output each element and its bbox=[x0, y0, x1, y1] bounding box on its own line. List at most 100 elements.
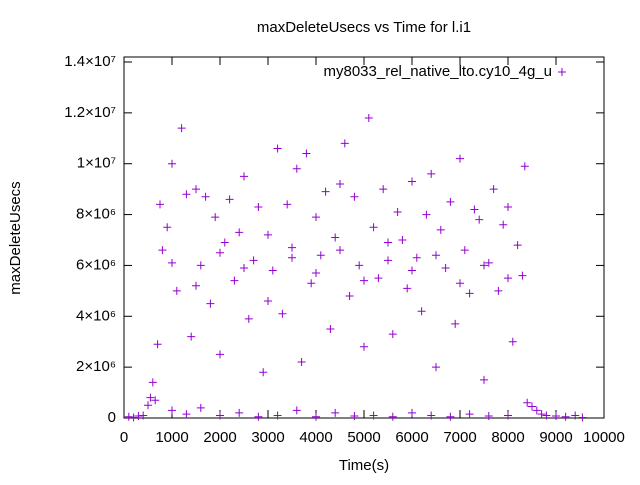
point bbox=[561, 412, 570, 421]
point bbox=[350, 411, 359, 420]
x-tick-label: 5000 bbox=[347, 429, 380, 446]
point bbox=[259, 368, 268, 377]
point bbox=[475, 215, 484, 224]
point bbox=[456, 154, 464, 163]
point bbox=[211, 213, 220, 222]
point bbox=[355, 261, 364, 270]
point bbox=[216, 350, 224, 359]
point bbox=[427, 169, 436, 178]
point bbox=[432, 363, 440, 372]
point bbox=[384, 256, 392, 265]
point bbox=[230, 276, 239, 285]
point bbox=[470, 205, 479, 214]
point bbox=[129, 413, 138, 422]
x-tick-label: 2000 bbox=[203, 429, 236, 446]
point bbox=[460, 246, 469, 255]
point bbox=[542, 411, 551, 420]
point bbox=[508, 337, 517, 346]
y-tick-label: 1×10⁷ bbox=[77, 155, 116, 172]
point bbox=[292, 406, 301, 415]
point bbox=[148, 378, 157, 387]
point bbox=[537, 410, 546, 419]
point bbox=[388, 412, 397, 421]
point bbox=[216, 248, 224, 257]
point bbox=[312, 412, 320, 421]
point bbox=[480, 375, 488, 384]
point bbox=[302, 149, 311, 158]
point bbox=[360, 276, 368, 285]
point bbox=[187, 332, 196, 341]
point bbox=[408, 266, 416, 275]
point bbox=[465, 410, 474, 419]
y-tick-label: 2×10⁶ bbox=[76, 358, 116, 375]
point bbox=[235, 228, 244, 237]
point bbox=[408, 177, 416, 186]
point bbox=[523, 398, 532, 407]
point bbox=[168, 258, 176, 267]
point bbox=[249, 256, 258, 265]
point bbox=[292, 164, 301, 173]
point bbox=[499, 220, 508, 229]
point bbox=[307, 279, 316, 288]
point bbox=[417, 307, 426, 316]
point bbox=[139, 411, 148, 420]
point bbox=[288, 243, 296, 252]
x-tick-label: 8000 bbox=[491, 429, 524, 446]
point bbox=[412, 253, 421, 262]
point bbox=[144, 401, 152, 410]
point bbox=[151, 396, 160, 405]
point bbox=[146, 393, 155, 402]
point bbox=[312, 269, 320, 278]
point bbox=[403, 284, 412, 293]
point bbox=[283, 200, 292, 209]
point bbox=[408, 408, 416, 417]
point bbox=[331, 408, 340, 417]
point bbox=[578, 413, 587, 422]
point bbox=[484, 411, 493, 420]
point bbox=[436, 225, 445, 234]
point bbox=[494, 286, 503, 295]
point bbox=[336, 246, 344, 255]
point bbox=[177, 124, 186, 133]
point bbox=[528, 402, 536, 411]
point bbox=[374, 274, 383, 283]
point bbox=[364, 113, 373, 122]
point bbox=[456, 279, 464, 288]
point bbox=[153, 340, 162, 349]
point bbox=[518, 271, 527, 280]
point bbox=[465, 289, 474, 298]
y-tick-label: 1.2×10⁷ bbox=[64, 104, 116, 121]
point bbox=[163, 223, 172, 232]
point bbox=[480, 261, 488, 270]
point bbox=[336, 180, 344, 189]
point bbox=[156, 200, 164, 209]
point bbox=[451, 319, 460, 328]
point bbox=[360, 342, 368, 351]
point bbox=[427, 411, 436, 420]
point bbox=[225, 195, 234, 204]
x-tick-label: 1000 bbox=[155, 429, 188, 446]
y-tick-label: 0 bbox=[108, 409, 116, 426]
point bbox=[520, 162, 529, 171]
point bbox=[552, 411, 560, 420]
y-axis-label: maxDeleteUsecs bbox=[7, 181, 24, 294]
y-tick-label: 1.4×10⁷ bbox=[64, 53, 116, 70]
point bbox=[192, 281, 200, 290]
x-tick-label: 0 bbox=[120, 429, 128, 446]
point bbox=[244, 314, 253, 323]
point bbox=[513, 241, 522, 250]
point bbox=[278, 309, 287, 318]
point bbox=[312, 213, 320, 222]
x-tick-label: 9000 bbox=[539, 429, 572, 446]
point bbox=[432, 251, 440, 260]
point bbox=[504, 274, 512, 283]
point bbox=[273, 144, 282, 153]
point bbox=[388, 330, 397, 339]
legend-marker bbox=[558, 68, 566, 76]
point bbox=[196, 403, 205, 412]
point bbox=[398, 236, 407, 244]
chart-title: maxDeleteUsecs vs Time for l.i1 bbox=[257, 19, 471, 36]
point bbox=[273, 411, 282, 420]
